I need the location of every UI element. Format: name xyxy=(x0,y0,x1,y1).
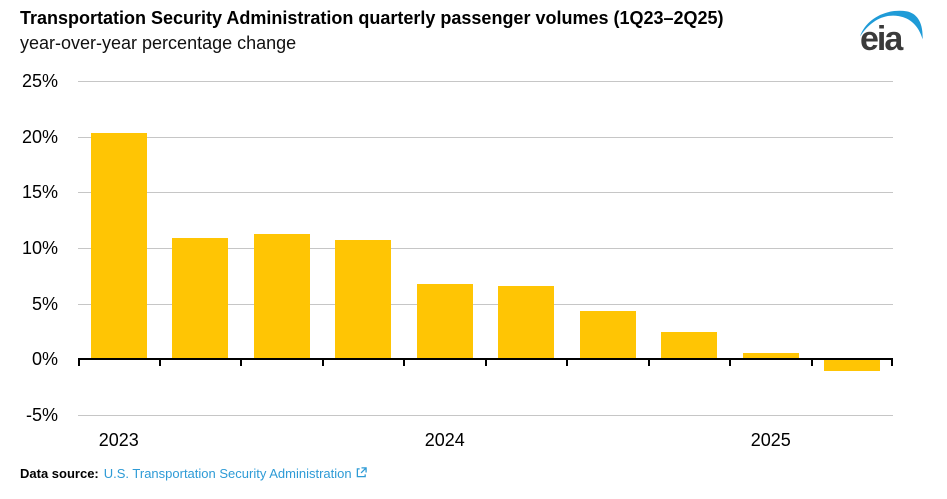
x-axis-tick xyxy=(891,360,893,367)
bar-1q24 xyxy=(416,283,473,360)
x-axis-tick xyxy=(158,360,161,367)
gridline--5% xyxy=(78,415,893,416)
bar-4q24 xyxy=(661,331,718,360)
data-source-label: Data source: xyxy=(20,466,99,481)
y-axis-labels: 25% 20% 15% 10% 5% 0% -5% xyxy=(0,0,58,499)
y-tick-label-0%: 0% xyxy=(31,349,58,370)
data-source-link[interactable]: U.S. Transportation Security Administrat… xyxy=(103,466,352,481)
y-tick-label-5%: 5% xyxy=(31,293,58,314)
bar-1q25 xyxy=(742,352,799,360)
x-axis-tick xyxy=(647,360,650,367)
x-axis-tick xyxy=(321,360,324,367)
eia-logo-text: eia xyxy=(860,20,903,58)
x-axis-tick xyxy=(403,360,405,367)
x-year-label-2025: 2025 xyxy=(750,430,791,450)
bar-3q23 xyxy=(253,233,310,360)
x-axis-line xyxy=(78,358,893,361)
bar-2q24 xyxy=(498,285,555,360)
x-axis-year-labels: 2023 2024 2025 xyxy=(78,429,893,453)
bar-3q24 xyxy=(579,311,636,360)
x-axis-tick xyxy=(810,360,813,367)
gridline-15% xyxy=(78,192,893,194)
external-link-icon[interactable] xyxy=(356,466,367,481)
x-year-label-2023: 2023 xyxy=(98,430,139,450)
bar-4q23 xyxy=(335,240,392,360)
x-axis-tick xyxy=(566,360,568,367)
gridline-20% xyxy=(78,136,893,138)
eia-logo: eia xyxy=(858,8,928,62)
eia-swoosh-icon xyxy=(860,10,923,40)
footer: Data source: U.S. Transportation Securit… xyxy=(20,466,367,481)
y-tick-label-20%: 20% xyxy=(21,126,58,147)
y-tick-label--5%: -5% xyxy=(25,405,58,425)
x-axis-tick xyxy=(484,360,487,367)
chart-title: Transportation Security Administration q… xyxy=(20,8,724,28)
gridline-5% xyxy=(78,303,893,305)
bar-2q23 xyxy=(172,237,229,360)
bar-2q25 xyxy=(824,360,881,372)
gridline-25% xyxy=(78,81,893,82)
y-tick-label-15%: 15% xyxy=(21,182,58,203)
x-axis-tick xyxy=(240,360,242,367)
plot-area xyxy=(78,81,893,416)
chart-subtitle: year-over-year percentage change xyxy=(20,33,297,53)
y-tick-label-25%: 25% xyxy=(21,71,58,91)
x-axis-tick xyxy=(78,360,80,367)
bar-1q23 xyxy=(90,133,147,360)
x-axis-tick xyxy=(729,360,731,367)
gridline-10% xyxy=(78,248,893,249)
x-year-label-2024: 2024 xyxy=(424,430,465,450)
y-tick-label-10%: 10% xyxy=(21,238,58,258)
